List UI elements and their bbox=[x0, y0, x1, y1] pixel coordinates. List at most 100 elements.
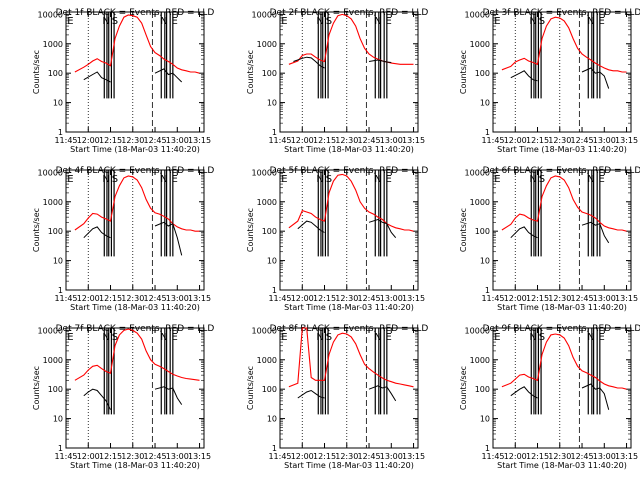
y-tick-label: 100 bbox=[262, 227, 277, 236]
y-tick-label: 10 bbox=[480, 99, 490, 108]
x-tick-label: 12:30 bbox=[121, 294, 144, 303]
series-events-line bbox=[581, 221, 610, 244]
x-tick-label: 12:15 bbox=[99, 136, 122, 145]
y-tick-label: 1000 bbox=[470, 198, 490, 207]
x-tick-label: 11:45 bbox=[481, 136, 504, 145]
x-tick-label: 12:15 bbox=[99, 294, 122, 303]
x-tick-label: 12:15 bbox=[313, 294, 336, 303]
y-tick-label: 10 bbox=[480, 415, 490, 424]
series-events-line bbox=[297, 389, 325, 399]
x-tick-label: 13:00 bbox=[380, 452, 403, 461]
x-tick-label: 11:45 bbox=[268, 452, 291, 461]
y-tick-label: 10 bbox=[267, 99, 277, 108]
series-events-line bbox=[293, 56, 325, 69]
attenuator-letter: S bbox=[326, 16, 332, 27]
y-tick-label: 10 bbox=[267, 257, 277, 266]
y-tick-label: 100 bbox=[48, 227, 63, 236]
series-events-line bbox=[368, 385, 397, 402]
attenuator-letter: N bbox=[102, 332, 109, 343]
attenuator-letter: N bbox=[587, 332, 594, 343]
y-tick-label: 1 bbox=[272, 444, 277, 453]
series-events-line bbox=[83, 226, 111, 239]
y-axis-label: Counts/sec bbox=[459, 208, 468, 252]
attenuator-letter: E bbox=[494, 332, 500, 343]
attenuator-letter: N bbox=[529, 16, 536, 27]
x-tick-label: 12:00 bbox=[504, 452, 527, 461]
x-tick-label: 12:45 bbox=[144, 452, 167, 461]
x-tick-label: 11:45 bbox=[481, 452, 504, 461]
series-events-line bbox=[154, 386, 183, 405]
x-tick-label: 12:00 bbox=[504, 136, 527, 145]
x-tick-label: 12:00 bbox=[77, 452, 100, 461]
x-tick-label: 13:15 bbox=[188, 136, 211, 145]
x-axis-label: Start Time (18-Mar-03 11:40:20) bbox=[497, 303, 627, 312]
y-tick-label: 100 bbox=[48, 69, 63, 78]
panel-det-8: Det 8f BLACK = Events, RED = LLD 1 10 100 10… bbox=[246, 324, 428, 470]
x-tick-label: 11:45 bbox=[481, 294, 504, 303]
attenuator-letter: N bbox=[102, 174, 109, 185]
panel-det-9: Det 9f BLACK = Events, RED = LLD 1 10 100 10… bbox=[459, 324, 640, 470]
y-tick-label: 1 bbox=[485, 128, 490, 137]
x-tick-label: 11:45 bbox=[268, 294, 291, 303]
attenuator-letter: E bbox=[598, 174, 604, 185]
y-tick-label: 100 bbox=[475, 69, 490, 78]
y-tick-label: 10000 bbox=[252, 326, 277, 335]
x-tick-label: 13:00 bbox=[380, 294, 403, 303]
y-tick-label: 10 bbox=[267, 415, 277, 424]
x-axis-label: Start Time (18-Mar-03 11:40:20) bbox=[497, 145, 627, 154]
panel-title: Det 8f BLACK = Events, RED = LLD bbox=[270, 324, 429, 334]
panel-det-4: Det 4f BLACK = Events, RED = LLD 1 10 100 10… bbox=[32, 166, 214, 312]
series-lld-line bbox=[501, 333, 627, 390]
x-tick-label: 12:30 bbox=[335, 136, 358, 145]
attenuator-letter: E bbox=[281, 16, 287, 27]
plot-frame bbox=[279, 169, 419, 291]
x-tick-label: 13:00 bbox=[593, 294, 616, 303]
panel-det-3: Det 3f BLACK = Events, RED = LLD 1 10 100 10… bbox=[459, 8, 640, 154]
x-tick-label: 12:15 bbox=[526, 294, 549, 303]
panel-title: Det 1f BLACK = Events, RED = LLD bbox=[56, 8, 215, 18]
x-tick-label: 13:00 bbox=[166, 452, 189, 461]
series-lld-line bbox=[74, 175, 200, 232]
attenuator-letter: E bbox=[67, 174, 73, 185]
x-axis-label: Start Time (18-Mar-03 11:40:20) bbox=[284, 461, 414, 470]
x-tick-label: 13:00 bbox=[166, 136, 189, 145]
plot-frame bbox=[65, 11, 205, 133]
attenuator-letter: E bbox=[385, 332, 391, 343]
plot-frame bbox=[279, 327, 419, 449]
x-tick-label: 12:45 bbox=[358, 294, 381, 303]
y-tick-label: 10 bbox=[480, 257, 490, 266]
y-tick-label: 1000 bbox=[470, 40, 490, 49]
panel-det-7: Det 7f BLACK = Events, RED = LLD 1 10 100 10… bbox=[32, 324, 214, 470]
series-lld-line bbox=[288, 173, 414, 232]
y-tick-label: 10000 bbox=[465, 168, 490, 177]
series-lld-line bbox=[74, 14, 200, 74]
x-tick-label: 12:45 bbox=[571, 136, 594, 145]
x-axis-label: Start Time (18-Mar-03 11:40:20) bbox=[70, 145, 200, 154]
attenuator-letter: E bbox=[171, 16, 177, 27]
y-axis-label: Counts/sec bbox=[32, 366, 41, 410]
x-tick-label: 11:45 bbox=[268, 136, 291, 145]
attenuator-letter: N bbox=[316, 174, 323, 185]
attenuator-letter: N bbox=[374, 16, 381, 27]
attenuator-letter: N bbox=[587, 174, 594, 185]
x-tick-label: 12:30 bbox=[548, 452, 571, 461]
x-tick-label: 12:00 bbox=[291, 294, 314, 303]
x-tick-label: 12:00 bbox=[291, 452, 314, 461]
series-events-line bbox=[297, 220, 325, 233]
attenuator-letter: E bbox=[494, 16, 500, 27]
x-tick-label: 12:15 bbox=[526, 452, 549, 461]
y-tick-label: 10000 bbox=[465, 10, 490, 19]
x-tick-label: 12:45 bbox=[358, 136, 381, 145]
series-events-line bbox=[154, 68, 183, 83]
y-axis-label: Counts/sec bbox=[32, 50, 41, 94]
x-tick-label: 11:45 bbox=[54, 294, 77, 303]
panel-title: Det 6f BLACK = Events, RED = LLD bbox=[483, 166, 640, 176]
attenuator-letter: E bbox=[281, 332, 287, 343]
attenuator-letter: N bbox=[529, 332, 536, 343]
x-tick-label: 12:00 bbox=[504, 294, 527, 303]
series-events-line bbox=[83, 71, 111, 83]
y-tick-label: 100 bbox=[48, 385, 63, 394]
series-events-line bbox=[510, 226, 538, 239]
x-tick-label: 12:45 bbox=[571, 452, 594, 461]
